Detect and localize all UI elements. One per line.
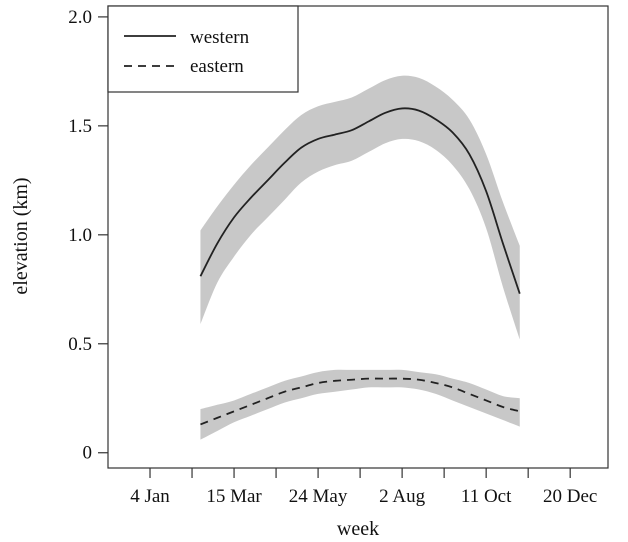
x-tick-label: 20 Dec — [543, 486, 597, 507]
y-tick-label: 1.0 — [68, 225, 92, 246]
y-tick-label: 0 — [83, 443, 93, 464]
x-axis-title: week — [337, 518, 379, 540]
y-axis-title: elevation (km) — [10, 177, 32, 294]
x-tick-label: 2 Aug — [379, 486, 425, 507]
legend-box — [107, 5, 299, 93]
y-axis: 0 0.5 1.0 1.5 2.0 — [68, 7, 108, 464]
legend-eastern-label: eastern — [190, 56, 244, 77]
plot-frame — [107, 5, 609, 469]
series-lines — [199, 107, 521, 426]
y-tick-label: 1.5 — [68, 116, 92, 137]
legend: western eastern — [107, 5, 299, 93]
legend-western-label: western — [190, 27, 250, 48]
eastern-confidence-band — [200, 369, 520, 440]
x-tick-label: 11 Oct — [461, 486, 512, 507]
western-series-line — [199, 107, 521, 294]
x-tick-label: 4 Jan — [130, 486, 170, 507]
y-tick-label: 2.0 — [68, 7, 92, 28]
confidence-bands — [200, 75, 520, 440]
x-axis: 4 Jan 15 Mar 24 May 2 Aug 11 Oct 20 Dec — [130, 468, 597, 507]
x-tick-label: 15 Mar — [206, 486, 262, 507]
western-confidence-band — [200, 75, 520, 340]
y-tick-label: 0.5 — [68, 334, 92, 355]
x-tick-label: 24 May — [289, 486, 348, 507]
